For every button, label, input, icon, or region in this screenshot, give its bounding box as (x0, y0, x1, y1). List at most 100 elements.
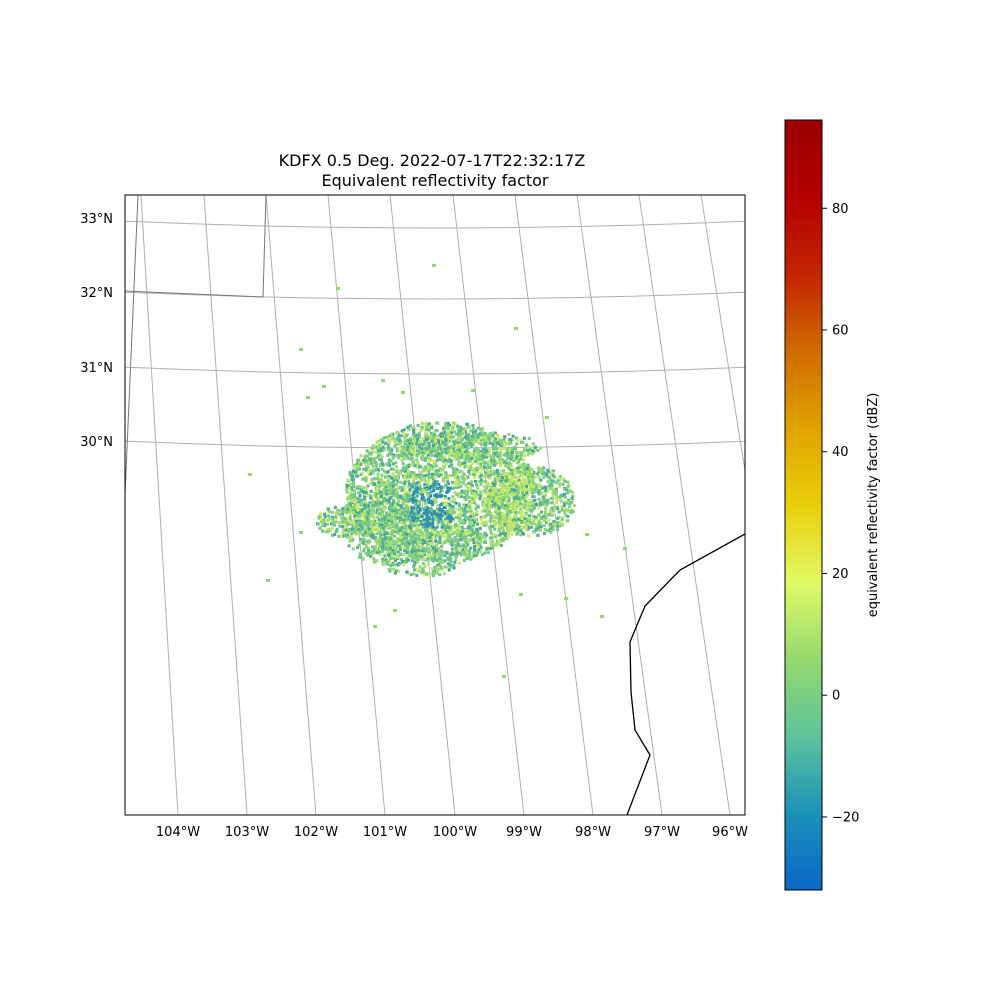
map-background (125, 195, 745, 815)
echo-pixel (359, 488, 363, 492)
latitude-gridline (125, 291, 745, 300)
echo-pixel (411, 463, 415, 467)
echo-pixel (335, 527, 339, 531)
echo-pixel (483, 503, 487, 507)
echo-pixel (464, 453, 468, 457)
echo-pixel (488, 489, 492, 493)
echo-pixel (459, 509, 463, 513)
echo-pixel (420, 514, 424, 518)
echo-pixel (489, 512, 493, 515)
echo-pixel (424, 467, 428, 471)
echo-pixel (376, 445, 380, 449)
echo-pixel (384, 525, 388, 529)
echo-pixel (456, 524, 460, 527)
echo-pixel (438, 517, 442, 521)
echo-pixel (413, 476, 416, 480)
echo-pixel (386, 553, 390, 557)
echo-pixel (438, 562, 442, 566)
echo-pixel (484, 520, 488, 524)
echo-pixel (447, 568, 451, 572)
echo-pixel (351, 547, 355, 551)
echo-pixel (495, 495, 499, 499)
echo-pixel (431, 546, 435, 550)
echo-pixel (500, 500, 504, 504)
echo-pixel (471, 499, 475, 503)
echo-pixel (384, 558, 388, 562)
echo-pixel (444, 439, 448, 443)
echo-pixel (401, 540, 405, 543)
echo-pixel (517, 505, 521, 509)
echo-pixel (460, 448, 464, 451)
echo-pixel (531, 503, 535, 507)
echo-pixel (470, 499, 473, 503)
echo-pixel (404, 527, 408, 531)
echo-pixel (531, 449, 535, 453)
echo-pixel (468, 531, 472, 534)
echo-pixel (448, 433, 452, 437)
echo-pixel (403, 474, 407, 478)
echo-pixel (554, 487, 558, 491)
echo-pixel (430, 426, 434, 430)
echo-pixel (403, 542, 407, 546)
echo-pixel (425, 483, 429, 487)
echo-pixel (494, 520, 498, 524)
echo-pixel (513, 520, 516, 524)
echo-pixel (372, 557, 376, 561)
echo-pixel (503, 460, 507, 464)
echo-pixel (475, 446, 479, 450)
echo-pixel (415, 491, 419, 495)
echo-pixel (570, 510, 573, 514)
echo-pixel (436, 552, 440, 556)
echo-speck (401, 391, 405, 394)
echo-pixel (479, 452, 482, 456)
echo-pixel (393, 549, 397, 553)
echo-pixel (510, 532, 514, 536)
echo-pixel (413, 545, 417, 549)
echo-pixel (416, 461, 420, 465)
echo-pixel (435, 429, 439, 432)
echo-pixel (472, 472, 476, 476)
echo-pixel (454, 432, 458, 436)
echo-pixel (368, 508, 372, 512)
echo-pixel (488, 441, 492, 445)
echo-pixel (497, 447, 501, 451)
echo-pixel (507, 531, 511, 535)
echo-pixel (490, 499, 494, 503)
echo-pixel (464, 476, 468, 480)
echo-pixel (461, 450, 465, 454)
echo-pixel (527, 451, 531, 455)
echo-pixel (410, 456, 414, 460)
echo-pixel (492, 451, 496, 455)
echo-pixel (366, 454, 370, 458)
echo-pixel (539, 446, 543, 450)
echo-pixel (453, 471, 457, 474)
echo-pixel (428, 574, 432, 578)
echo-pixel (380, 467, 384, 471)
echo-pixel (413, 562, 417, 566)
echo-pixel (507, 438, 510, 442)
echo-pixel (379, 438, 383, 442)
echo-pixel (377, 512, 381, 516)
echo-pixel (392, 568, 396, 571)
echo-pixel (371, 549, 375, 553)
echo-pixel (414, 499, 418, 503)
echo-pixel (487, 512, 490, 516)
echo-pixel (420, 493, 424, 497)
echo-pixel (422, 469, 426, 473)
echo-pixel (431, 475, 435, 479)
echo-pixel (458, 427, 462, 431)
echo-pixel (457, 547, 461, 551)
echo-pixel (563, 492, 566, 496)
echo-pixel (490, 470, 494, 474)
echo-pixel (454, 454, 458, 458)
echo-pixel (440, 509, 444, 513)
echo-pixel (387, 474, 391, 478)
echo-pixel (423, 483, 427, 487)
echo-speck (373, 625, 377, 628)
echo-pixel (388, 491, 392, 495)
echo-pixel (408, 487, 412, 491)
echo-pixel (438, 557, 442, 561)
echo-pixel (507, 441, 510, 445)
echo-pixel (506, 514, 510, 517)
echo-pixel (446, 532, 450, 536)
